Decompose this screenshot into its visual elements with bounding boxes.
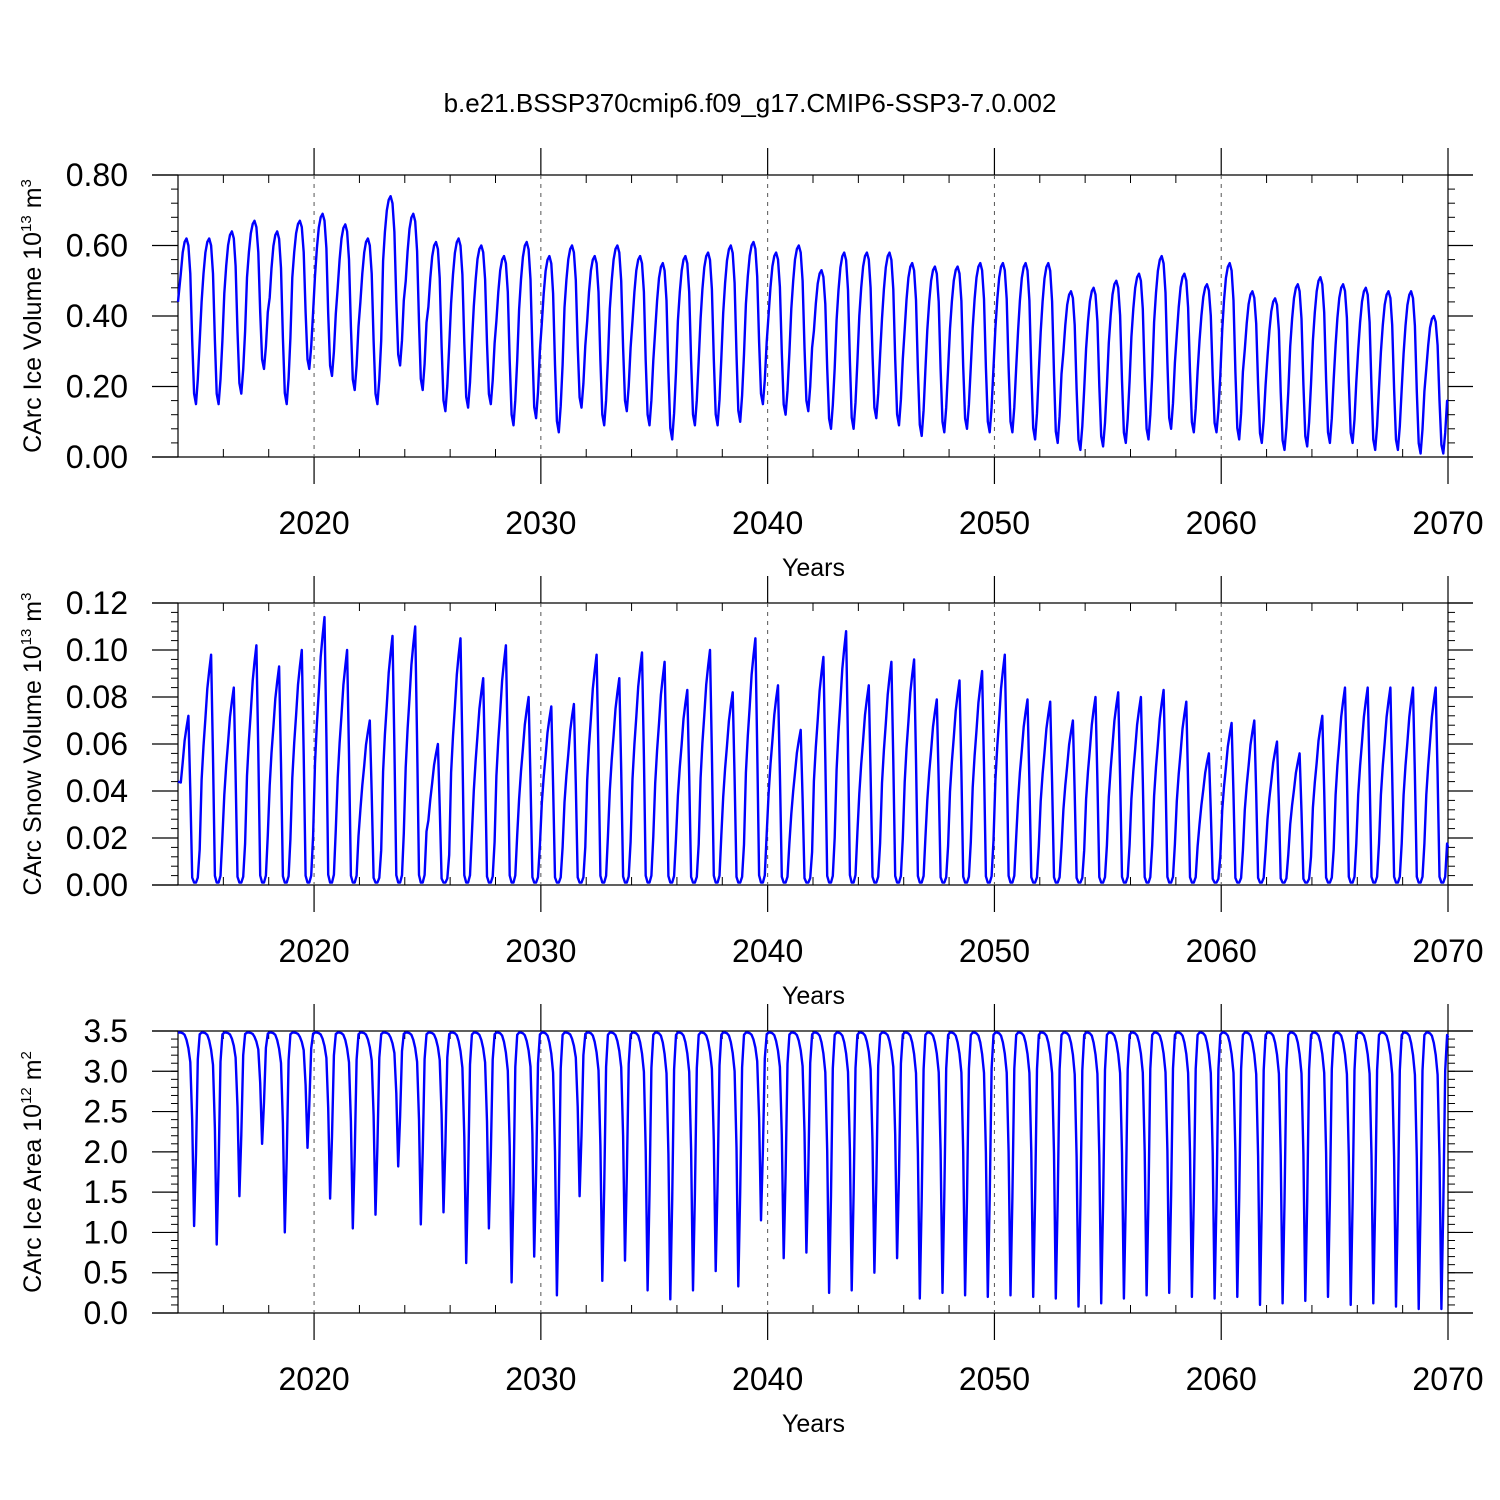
chart-panels: 0.00 0.20 0.40 0.60 0.80 2020 2030 2040 2050 2060…	[18, 148, 1484, 1438]
y-tick-label: 3.5	[84, 1013, 128, 1049]
x-tick-label: 2070	[1412, 1361, 1483, 1397]
x-axis-title: Years	[782, 1410, 845, 1438]
y-tick-label: 1.0	[84, 1214, 128, 1250]
y-tick-label: 2.5	[84, 1094, 128, 1130]
x-tick-label: 2050	[959, 1361, 1030, 1397]
data-series-line	[176, 195, 1449, 455]
y-tick-label: 0.08	[66, 679, 128, 715]
x-tick-label: 2050	[959, 505, 1030, 541]
y-axis-title-main: CArc Snow Volume 10	[19, 645, 47, 895]
y-axis-title: CArc Ice Volume 1013 m3	[18, 179, 47, 453]
x-tick-label: 2040	[732, 933, 803, 969]
y-tick-label: 1.5	[84, 1174, 128, 1210]
y-tick-label: 2.0	[84, 1134, 128, 1170]
chart-panel-2: 0.00 0.02 0.04 0.06 0.08 0.10 0.12 2020 2030 2040…	[18, 576, 1484, 1010]
y-tick-label: 0.40	[66, 298, 128, 334]
y-axis-title: CArc Snow Volume 1013 m3	[18, 593, 47, 896]
y-axis-title: CArc Ice Area 1012 m2	[18, 1051, 47, 1293]
data-series-line	[177, 615, 1450, 884]
y-tick-label: 0.10	[66, 632, 128, 668]
y-tick-label: 3.0	[84, 1053, 128, 1089]
y-axis-title-main: CArc Ice Area 10	[19, 1104, 47, 1293]
x-tick-label: 2030	[505, 933, 576, 969]
x-tick-label: 2040	[732, 505, 803, 541]
y-tick-label: 0.80	[66, 157, 128, 193]
y-tick-label: 0.12	[66, 585, 128, 621]
x-tick-label: 2020	[278, 1361, 349, 1397]
y-tick-label: 0.0	[84, 1295, 128, 1331]
x-tick-label: 2070	[1412, 505, 1483, 541]
y-tick-label: 0.00	[66, 439, 128, 475]
figure-title: b.e21.BSSP370cmip6.f09_g17.CMIP6-SSP3-7.…	[444, 88, 1057, 118]
y-axis-title-unit-exponent: 3	[18, 179, 35, 187]
y-axis-title-main: CArc Ice Volume 10	[19, 232, 47, 453]
x-tick-label: 2020	[278, 505, 349, 541]
x-tick-label: 2050	[959, 933, 1030, 969]
y-tick-label: 0.04	[66, 773, 128, 809]
y-tick-label: 0.06	[66, 726, 128, 762]
y-axis-title-unit-exponent: 2	[18, 1051, 35, 1059]
x-tick-label: 2060	[1186, 505, 1257, 541]
y-axis-title-unit: m	[19, 601, 47, 629]
y-tick-label: 0.5	[84, 1255, 128, 1291]
y-tick-label: 0.60	[66, 228, 128, 264]
y-tick-label: 0.02	[66, 820, 128, 856]
y-tick-label: 0.00	[66, 867, 128, 903]
y-axis-title-unit-exponent: 3	[18, 593, 35, 601]
x-tick-label: 2040	[732, 1361, 803, 1397]
y-axis-title-exponent: 12	[18, 1087, 35, 1104]
y-axis-title-unit: m	[19, 1059, 47, 1087]
y-axis-title-exponent: 13	[18, 215, 35, 232]
x-tick-label: 2060	[1186, 1361, 1257, 1397]
chart-panel-1: 0.00 0.20 0.40 0.60 0.80 2020 2030 2040 2050 2060…	[18, 148, 1484, 582]
y-axis-title-unit: m	[19, 187, 47, 215]
x-tick-label: 2060	[1186, 933, 1257, 969]
x-tick-label: 2020	[278, 933, 349, 969]
y-axis-title-exponent: 13	[18, 629, 35, 646]
x-axis-title: Years	[782, 982, 845, 1010]
y-tick-label: 0.20	[66, 369, 128, 405]
x-axis-title: Years	[782, 554, 845, 582]
x-tick-label: 2030	[505, 505, 576, 541]
data-series-line	[178, 1031, 1450, 1311]
x-tick-label: 2070	[1412, 933, 1483, 969]
x-tick-label: 2030	[505, 1361, 576, 1397]
chart-panel-3: 0.0 0.5 1.0 1.5 2.0 2.5 3.0 3.5 2020 2030 2040 2050…	[18, 1004, 1484, 1438]
